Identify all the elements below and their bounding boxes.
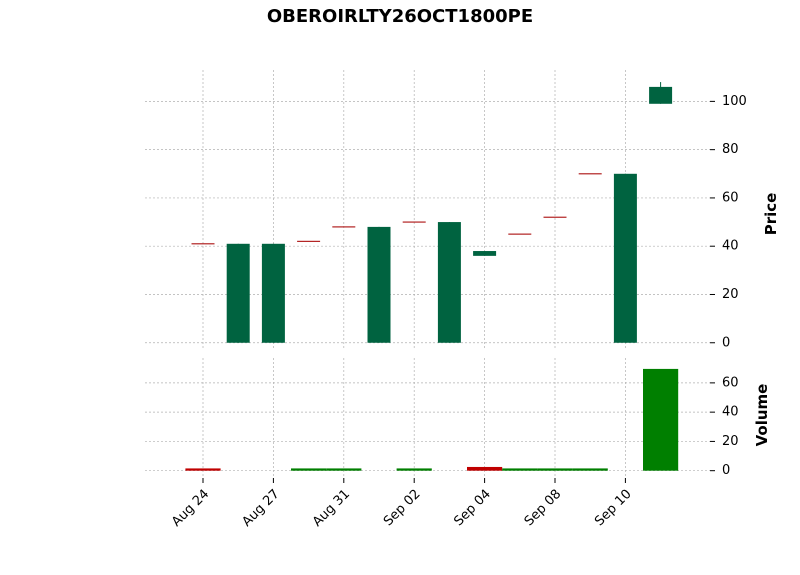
- candle-body: [613, 173, 637, 343]
- candle-body: [261, 243, 285, 343]
- volume-bar: [572, 468, 608, 471]
- y-tick-label: 80: [722, 142, 739, 157]
- y2-tick-label: 60: [722, 375, 739, 390]
- candle-body: [578, 173, 602, 175]
- candle-body: [508, 233, 532, 235]
- candle-body: [402, 221, 426, 223]
- candle-body: [437, 222, 461, 343]
- candle-body: [332, 226, 356, 228]
- y-tick-label: 0: [722, 335, 730, 350]
- candle-body: [367, 226, 391, 343]
- volume-bar: [537, 468, 573, 471]
- volume-bar: [326, 468, 362, 471]
- volume-bar: [467, 466, 503, 471]
- volume-bar: [396, 468, 432, 471]
- x-tick-label: Sep 08: [522, 487, 565, 530]
- y2-axis-label: Volume: [753, 384, 771, 447]
- x-tick-label: Sep 10: [592, 487, 635, 530]
- y-tick-label: 60: [722, 190, 739, 205]
- candle-body: [649, 86, 673, 104]
- volume-bar: [643, 368, 679, 471]
- candle-body: [191, 243, 215, 245]
- candle-body: [226, 243, 250, 343]
- x-tick-label: Aug 24: [169, 487, 212, 530]
- y-axis-label: Price: [762, 193, 780, 236]
- volume-bar: [291, 468, 327, 471]
- volume-bar: [502, 468, 538, 471]
- x-tick-label: Aug 27: [240, 487, 283, 530]
- y-tick-label: 100: [722, 94, 747, 109]
- volume-bar: [185, 468, 221, 471]
- x-tick-label: Aug 31: [310, 487, 353, 530]
- y2-tick-label: 40: [722, 405, 739, 420]
- y2-tick-label: 0: [722, 463, 730, 478]
- y2-tick-label: 20: [722, 434, 739, 449]
- chart-title: OBEROIRLTY26OCT1800PE: [267, 6, 533, 27]
- candle-body: [473, 251, 497, 256]
- y-tick-label: 20: [722, 287, 739, 302]
- candle-body: [297, 240, 321, 242]
- x-tick-label: Sep 04: [451, 487, 494, 530]
- candle-body: [543, 216, 567, 218]
- x-tick-label: Sep 02: [381, 487, 424, 530]
- y-tick-label: 40: [722, 239, 739, 254]
